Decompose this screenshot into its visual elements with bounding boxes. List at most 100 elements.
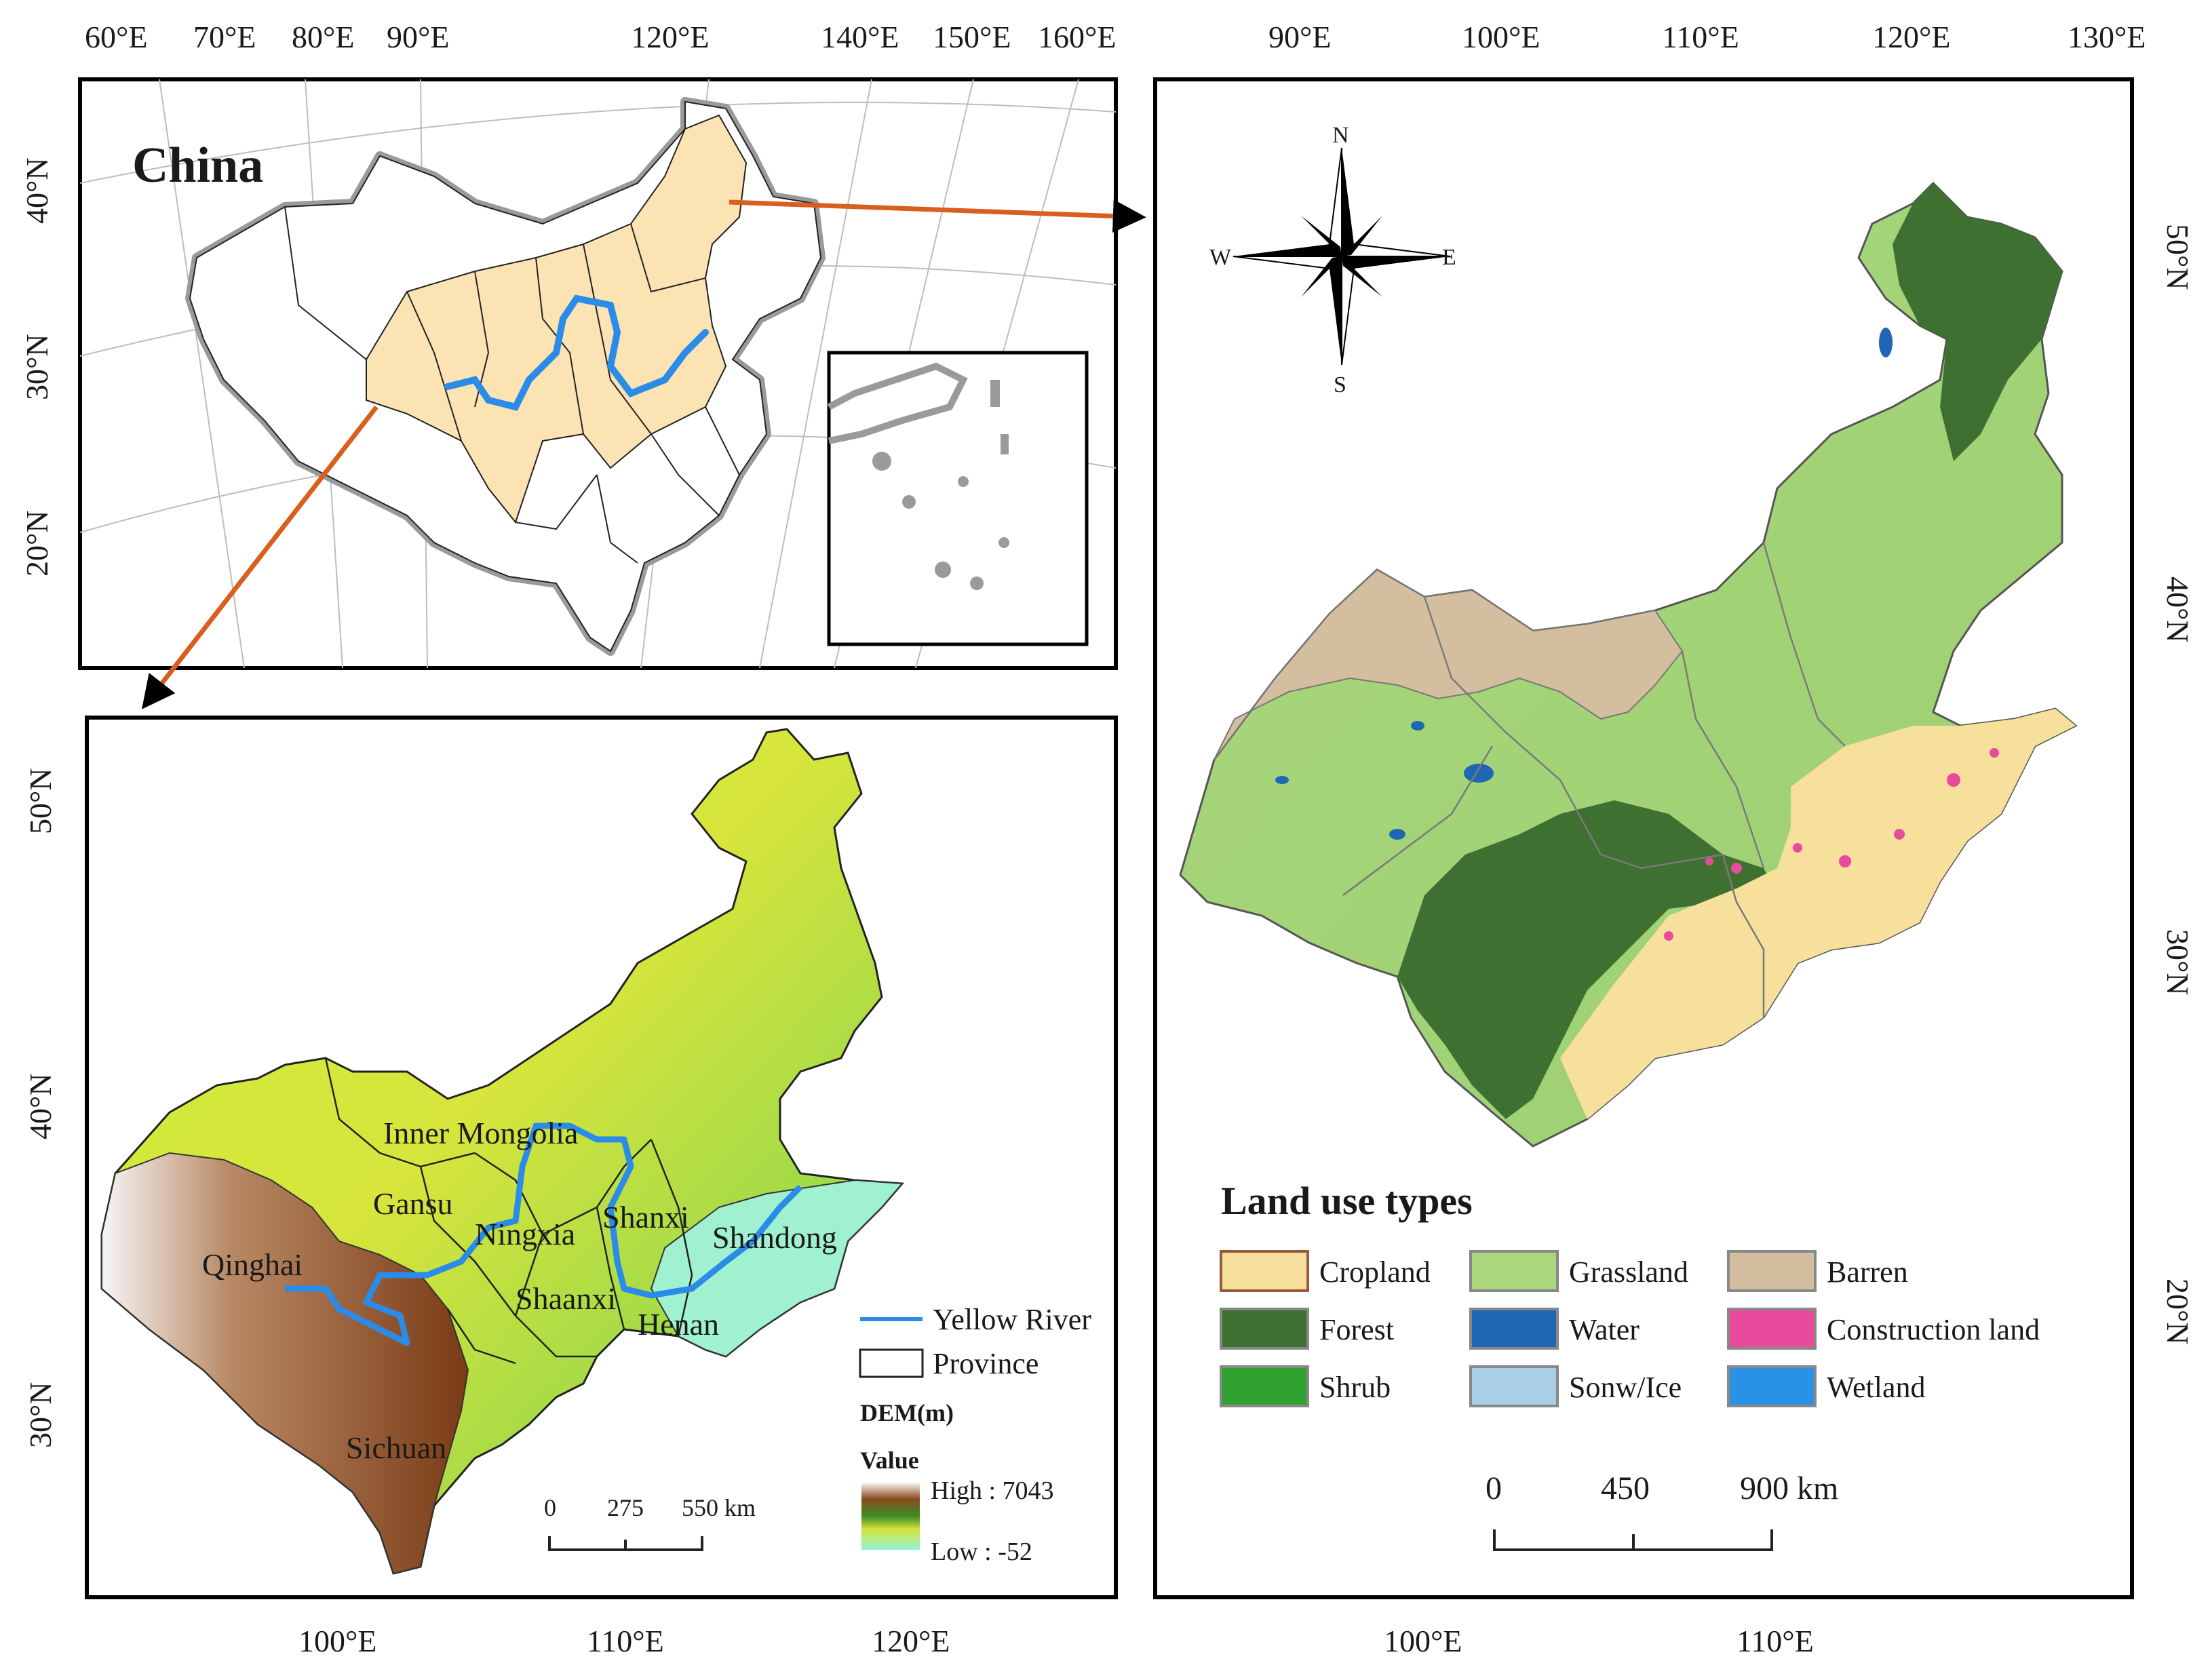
dem-tick-110e: 110°E [587, 1624, 664, 1658]
legend-item-barren: Barren [1727, 1250, 1908, 1292]
china-inset-map: China 60°E 70°E 80°E 90°E 120°E 140°E 15… [20, 20, 1118, 670]
label-gansu: Gansu [373, 1186, 453, 1221]
dem-lowland-east [650, 1179, 904, 1358]
lu-scale-0: 0 [1486, 1470, 1502, 1506]
lu-tick-130e: 130°E [2068, 20, 2146, 54]
landuse-province-lines [1342, 542, 1846, 1017]
label-ningxia: Ningxia [475, 1217, 575, 1251]
legend-item-cropland: Cropland [1220, 1250, 1431, 1292]
tick-70e: 70°E [193, 20, 256, 54]
lu-tick-100e: 100°E [1462, 20, 1540, 54]
lu-tick-30n: 30°N [2160, 929, 2195, 996]
china-title: China [132, 138, 263, 193]
dem-province-labels: Inner Mongolia Gansu Ningxia Shanxi Shan… [202, 1116, 837, 1465]
landuse-barren [1214, 568, 1684, 760]
label-shaanxi: Shaanxi [516, 1281, 616, 1316]
lu-tick-90e: 90°E [1268, 20, 1332, 54]
dem-tick-100e: 100°E [298, 1624, 377, 1658]
lu-tick-40n: 40°N [2160, 577, 2195, 643]
south-china-sea-islands [872, 380, 1009, 590]
dem-tick-30n: 30°N [23, 1382, 58, 1448]
dem-tick-120e: 120°E [872, 1624, 950, 1658]
tick-80e: 80°E [292, 20, 355, 54]
legend-province-label: Province [933, 1347, 1039, 1380]
landuse-cropland [1560, 709, 2076, 1119]
dem-legend: Yellow River Province DEM(m) Value High … [859, 1303, 1091, 1566]
inset-left-ticks: 40°N 30°N 20°N [20, 157, 54, 577]
dem-scale-0: 0 [544, 1494, 556, 1521]
tick-40n: 40°N [20, 157, 54, 224]
legend-cropland-label: Cropland [1319, 1255, 1431, 1289]
legend-item-forest: Forest [1220, 1308, 1394, 1350]
label-sichuan: Sichuan [346, 1430, 446, 1465]
label-qinghai: Qinghai [202, 1247, 303, 1282]
tick-150e: 150°E [933, 20, 1011, 54]
landuse-water-bodies [1275, 328, 1893, 840]
lu-tick-100e-bottom: 100°E [1384, 1624, 1462, 1658]
legend-construction-label: Construction land [1827, 1313, 2040, 1346]
landuse-forest-central [1397, 800, 1777, 1119]
legend-item-shrub: Shrub [1220, 1365, 1391, 1407]
lu-tick-110e-bottom: 110°E [1736, 1624, 1814, 1658]
tick-60e: 60°E [85, 20, 148, 54]
label-shandong: Shandong [712, 1220, 837, 1255]
legend-forest-label: Forest [1319, 1313, 1394, 1346]
lu-scale-900: 900 km [1740, 1470, 1838, 1506]
legend-barren-label: Barren [1827, 1255, 1908, 1289]
tick-20n: 20°N [20, 510, 54, 577]
lu-tick-20n: 20°N [2160, 1278, 2195, 1345]
tick-160e: 160°E [1038, 20, 1117, 54]
label-henan: Henan [638, 1307, 719, 1342]
dem-scale-bar: 0 275 550 km [544, 1494, 756, 1551]
landuse-legend: Cropland Grassland Barren Forest Water C… [1220, 1250, 2040, 1407]
south-china-sea-inset [827, 351, 1089, 646]
inset-yellow-river [444, 294, 709, 411]
dem-left-ticks: 50°N 40°N 30°N [23, 768, 58, 1448]
lu-scale-450: 450 [1601, 1470, 1650, 1506]
legend-item-wetland: Wetland [1727, 1365, 1926, 1407]
legend-shrub-label: Shrub [1319, 1371, 1391, 1404]
lu-tick-50n: 50°N [2160, 224, 2195, 290]
tick-140e: 140°E [821, 20, 899, 54]
tick-30n: 30°N [20, 334, 54, 400]
legend-item-water: Water [1469, 1308, 1639, 1350]
dem-high-plateau [101, 1152, 469, 1575]
dem-map: Inner Mongolia Gansu Ningxia Shanxi Shan… [23, 716, 1118, 1658]
landuse-right-ticks: 50°N 40°N 30°N 20°N [2160, 224, 2195, 1345]
arrow-to-landuse [729, 199, 1146, 233]
landuse-construction-spots [1664, 748, 1999, 941]
dem-yellow-river [285, 1122, 803, 1346]
legend-wetland-label: Wetland [1827, 1371, 1926, 1404]
tick-90e: 90°E [387, 20, 450, 54]
legend-item-snow-ice: Sonw/Ice [1469, 1365, 1682, 1407]
compass-e: E [1442, 245, 1456, 270]
lu-tick-110e: 110°E [1662, 20, 1739, 54]
legend-value-title: Value [860, 1447, 919, 1474]
landuse-scale-bar: 0 450 900 km [1486, 1470, 1838, 1551]
landuse-forest [1893, 183, 2062, 461]
dem-tick-50n: 50°N [23, 768, 58, 834]
arrow-to-dem [141, 405, 379, 709]
landuse-top-ticks: 90°E 100°E 110°E 120°E 130°E [1268, 20, 2146, 54]
legend-item-grassland: Grassland [1469, 1250, 1688, 1292]
compass-rose: N S E W [1209, 123, 1456, 397]
lu-tick-120e: 120°E [1872, 20, 1951, 54]
legend-snow-ice-label: Sonw/Ice [1569, 1371, 1682, 1404]
legend-province-swatch [859, 1348, 924, 1378]
dem-province-lines [324, 1057, 693, 1365]
inset-top-ticks: 60°E 70°E 80°E 90°E 120°E 140°E 150°E 16… [85, 20, 1117, 54]
landuse-map: N S E W Land use types Cropland Grasslan… [1153, 20, 2195, 1658]
legend-grassland-label: Grassland [1569, 1255, 1688, 1289]
landuse-bottom-ticks: 100°E 110°E [1384, 1624, 1814, 1658]
dem-bottom-ticks: 100°E 110°E 120°E [298, 1624, 950, 1658]
legend-low: Low : -52 [931, 1538, 1032, 1566]
compass-s: S [1334, 372, 1346, 397]
label-inner-mongolia: Inner Mongolia [383, 1116, 578, 1150]
legend-dem-title: DEM(m) [860, 1399, 954, 1426]
south-china-sea-coast [827, 362, 968, 444]
label-shanxi: Shanxi [602, 1200, 689, 1234]
legend-item-construction: Construction land [1727, 1308, 2040, 1350]
legend-water-label: Water [1569, 1313, 1639, 1346]
dem-scale-550: 550 km [682, 1494, 756, 1521]
